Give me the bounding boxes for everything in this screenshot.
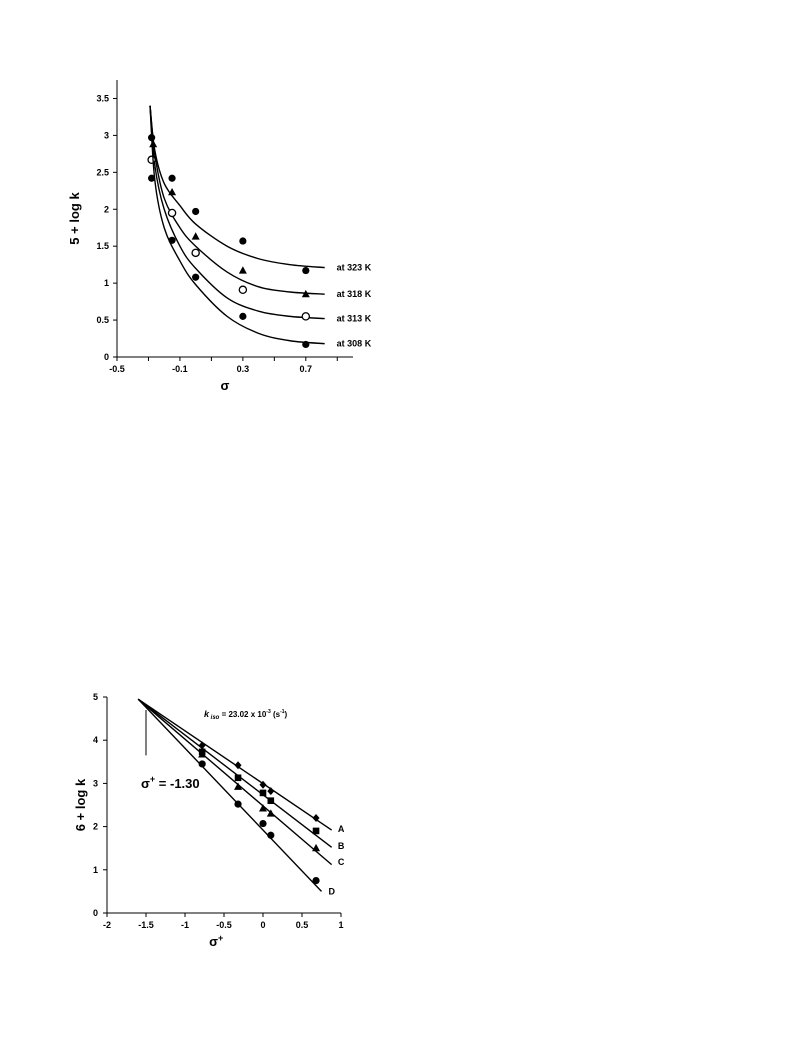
y-tick-label: 1.5 <box>96 241 109 251</box>
series-label: at 308 K <box>337 339 372 349</box>
data-point <box>234 800 242 808</box>
data-point <box>302 266 310 275</box>
y-axis-title: 5 + log k <box>67 192 82 245</box>
data-point <box>312 843 321 852</box>
series-curve <box>149 105 325 295</box>
y-tick-label: 1 <box>93 865 98 875</box>
y-tick-label: 0 <box>93 908 98 918</box>
x-tick-label: -0.1 <box>172 364 188 374</box>
data-point <box>191 232 200 240</box>
y-tick-label: 3 <box>93 778 98 788</box>
series-curve <box>149 105 325 345</box>
series-line <box>137 698 333 866</box>
y-tick-label: 0 <box>104 352 109 362</box>
data-point <box>192 273 200 281</box>
x-tick-label: 0.7 <box>300 364 313 374</box>
y-axis-title: 6 + log k <box>73 778 88 831</box>
chart-sigma-temperature: 0 0.5 1 1.5 2 2.5 3 3.5 -0.5 -0.1 0.3 0.7 σ 5 + log k… <box>67 80 372 393</box>
data-point <box>198 750 207 758</box>
data-point <box>168 187 177 196</box>
x-tick-label: 0.3 <box>237 364 250 374</box>
data-point <box>191 248 200 258</box>
data-point <box>259 804 267 812</box>
data-point <box>192 207 200 216</box>
kiso-annotation: k iso = 23.02 x 10-3 (s-1) <box>204 709 288 721</box>
data-point <box>259 780 267 789</box>
y-tick-label: 3.5 <box>96 93 109 103</box>
y-tick-label: 3 <box>104 130 109 140</box>
series-line <box>137 698 323 892</box>
data-point <box>312 877 320 885</box>
series-label: D <box>329 886 336 896</box>
data-point <box>267 787 275 796</box>
series-label: A <box>338 824 345 834</box>
data-point <box>267 797 275 804</box>
data-point <box>259 819 267 828</box>
series-label: C <box>338 857 345 867</box>
x-tick-label: -1 <box>181 920 189 930</box>
x-tick-label: 1 <box>338 920 343 930</box>
x-tick-label: 0.5 <box>296 920 309 930</box>
series-curve <box>149 105 325 269</box>
data-point <box>234 774 242 782</box>
x-tick-label: 0 <box>260 920 265 930</box>
y-tick-label: 2 <box>93 822 98 832</box>
data-point <box>198 760 206 768</box>
y-tick-label: 1 <box>104 278 109 288</box>
data-point <box>312 827 320 835</box>
y-tick-label: 2.5 <box>96 167 109 177</box>
x-tick-label: -2 <box>103 920 111 930</box>
series-label: at 313 K <box>337 314 372 324</box>
y-tick-label: 5 <box>93 692 98 702</box>
data-point <box>312 813 320 822</box>
data-point <box>238 285 248 295</box>
data-point <box>234 782 243 790</box>
data-point <box>259 789 267 797</box>
series-label: at 323 K <box>337 263 372 273</box>
series-label: at 318 K <box>337 289 372 299</box>
data-point <box>239 312 247 320</box>
y-tick-label: 2 <box>104 204 109 214</box>
series-line <box>137 698 333 831</box>
y-tick-label: 4 <box>93 735 98 745</box>
y-tick-label: 0.5 <box>96 315 109 325</box>
series-curve <box>149 105 325 320</box>
x-tick-label: -0.5 <box>109 364 125 374</box>
data-point <box>167 208 177 218</box>
data-point <box>148 174 156 182</box>
sigma-plus-annotation: σ+ = -1.30 <box>141 774 200 791</box>
data-point <box>301 312 311 321</box>
series-label: B <box>338 841 345 851</box>
data-point <box>168 236 176 244</box>
data-point <box>267 831 275 839</box>
data-point <box>301 289 310 298</box>
x-tick-label: -1.5 <box>138 920 154 930</box>
data-point <box>239 237 247 245</box>
series-line <box>137 698 333 848</box>
data-point <box>168 174 176 182</box>
data-point <box>302 340 310 349</box>
x-axis-title: σ <box>221 378 230 393</box>
data-point <box>266 809 275 817</box>
data-point <box>238 266 247 274</box>
x-axis-title: σ+ <box>209 933 223 949</box>
data-point <box>234 761 242 770</box>
x-tick-label: -0.5 <box>216 920 232 930</box>
